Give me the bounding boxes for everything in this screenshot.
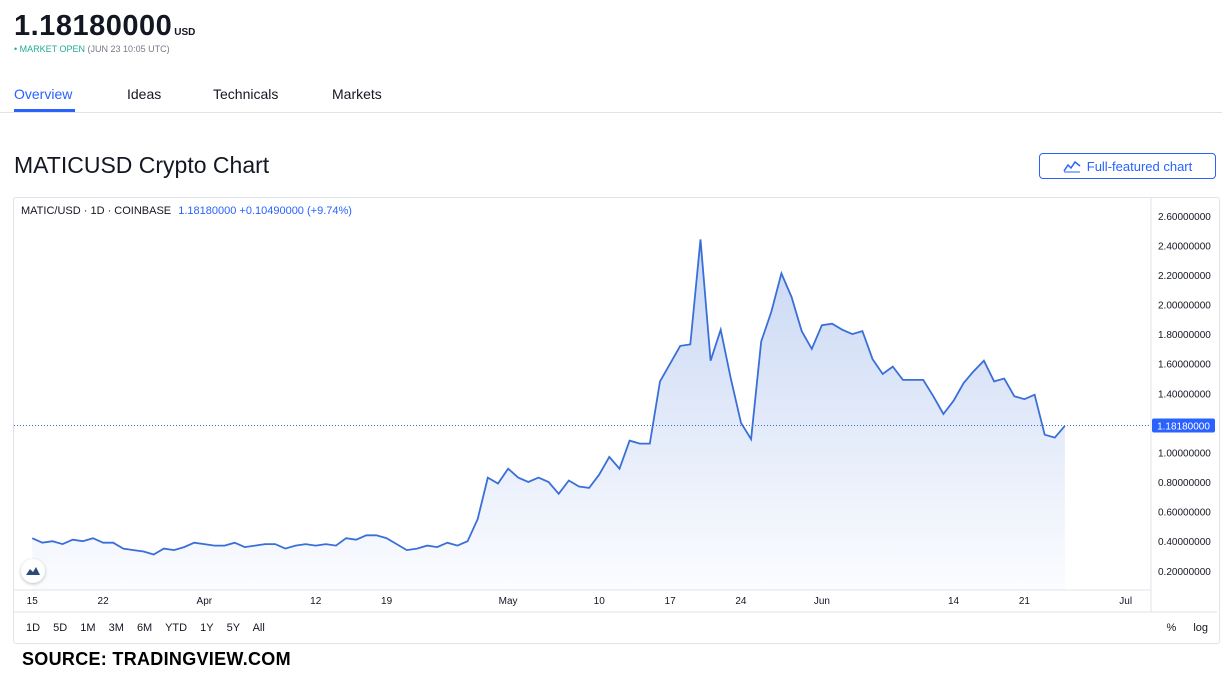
y-axis: 2.60000000 2.40000000 2.20000000 2.00000000… bbox=[1158, 212, 1211, 578]
tab-technicals[interactable]: Technicals bbox=[213, 86, 279, 102]
x-tick-label: Jun bbox=[814, 596, 830, 607]
legend-values: 1.18180000 +0.10490000 (+9.74%) bbox=[178, 205, 352, 217]
x-tick-label: Jul bbox=[1119, 596, 1132, 607]
y-tick-label: 0.60000000 bbox=[1158, 508, 1211, 519]
x-tick-label: 14 bbox=[948, 596, 960, 607]
x-tick-label: 21 bbox=[1019, 596, 1031, 607]
tab-ideas[interactable]: Ideas bbox=[127, 86, 162, 102]
y-tick-label: 2.20000000 bbox=[1158, 271, 1211, 282]
tab-overview[interactable]: Overview bbox=[14, 86, 73, 102]
tradingview-logo-icon bbox=[26, 567, 40, 575]
y-tick-label: 1.80000000 bbox=[1158, 330, 1211, 341]
x-tick-label: 19 bbox=[381, 596, 393, 607]
market-time: (JUN 23 10:05 UTC) bbox=[87, 44, 170, 54]
range-6m[interactable]: 6M bbox=[136, 622, 153, 634]
status-dot-icon: • bbox=[14, 44, 18, 54]
time-range-bar: 1D 5D 1M 3M 6M YTD 1Y 5Y All bbox=[26, 622, 275, 634]
page-title: MATICUSD Crypto Chart bbox=[14, 152, 270, 178]
y-tick-label: 0.80000000 bbox=[1158, 478, 1211, 489]
chart-container bbox=[13, 197, 1220, 644]
tradingview-logo-button[interactable] bbox=[21, 559, 45, 583]
x-tick-label: May bbox=[499, 596, 518, 607]
full-featured-chart-label: Full-featured chart bbox=[1086, 158, 1193, 174]
tab-markets[interactable]: Markets bbox=[332, 86, 382, 102]
y-tick-label: 1.60000000 bbox=[1158, 360, 1211, 371]
tab-bar: Overview Ideas Technicals Markets bbox=[0, 80, 1222, 113]
last-price-text: 1.18180000 bbox=[1157, 422, 1210, 433]
x-tick-label: 17 bbox=[665, 596, 677, 607]
full-featured-chart-button[interactable]: Full-featured chart bbox=[1039, 153, 1216, 179]
current-price: 1.18180000 bbox=[14, 10, 173, 42]
price-line bbox=[31, 239, 1066, 556]
scale-options: % log bbox=[1152, 622, 1208, 634]
range-1y[interactable]: 1Y bbox=[200, 622, 214, 634]
last-price-label: 1.18180000 bbox=[1152, 418, 1215, 433]
chart-legend: MATIC/USD · 1D · COINBASE 1.18180000 +0.… bbox=[21, 205, 352, 217]
market-open-label: MARKET OPEN bbox=[19, 44, 86, 54]
active-tab-indicator bbox=[14, 109, 75, 112]
x-tick-label: 22 bbox=[98, 596, 110, 607]
price-area bbox=[32, 239, 1065, 590]
log-scale-toggle[interactable]: log bbox=[1193, 622, 1208, 634]
x-tick-label: Apr bbox=[197, 596, 213, 607]
x-tick-label: 15 bbox=[27, 596, 39, 607]
chart-icon bbox=[1063, 160, 1081, 173]
range-1d[interactable]: 1D bbox=[26, 622, 41, 634]
source-caption: SOURCE: TRADINGVIEW.COM bbox=[22, 649, 291, 669]
y-tick-label: 0.40000000 bbox=[1158, 537, 1211, 548]
y-tick-label: 1.40000000 bbox=[1158, 389, 1211, 400]
x-axis: 15 22 Apr 12 19 May 10 17 24 Jun 14 21 Jul bbox=[27, 596, 1132, 607]
percent-scale-toggle[interactable]: % bbox=[1166, 622, 1177, 634]
range-5y[interactable]: 5Y bbox=[226, 622, 241, 634]
x-tick-label: 24 bbox=[735, 596, 747, 607]
range-3m[interactable]: 3M bbox=[108, 622, 124, 634]
y-tick-label: 0.20000000 bbox=[1158, 567, 1211, 578]
range-ytd[interactable]: YTD bbox=[165, 622, 188, 634]
currency-label: USD bbox=[174, 27, 196, 38]
y-tick-label: 2.40000000 bbox=[1158, 241, 1211, 252]
range-1m[interactable]: 1M bbox=[80, 622, 96, 634]
market-status: • MARKET OPEN (JUN 23 10:05 UTC) bbox=[14, 44, 170, 54]
y-tick-label: 2.00000000 bbox=[1158, 301, 1211, 312]
price-header: 1.18180000 USD bbox=[14, 10, 195, 43]
x-tick-label: 10 bbox=[594, 596, 606, 607]
range-5d[interactable]: 5D bbox=[53, 622, 68, 634]
y-tick-label: 2.60000000 bbox=[1158, 212, 1211, 223]
range-all[interactable]: All bbox=[252, 622, 265, 634]
x-tick-label: 12 bbox=[310, 596, 322, 607]
last-price-badge bbox=[1152, 418, 1215, 433]
legend-symbol: MATIC/USD · 1D · COINBASE bbox=[21, 205, 172, 217]
y-tick-label: 1.00000000 bbox=[1158, 448, 1211, 459]
